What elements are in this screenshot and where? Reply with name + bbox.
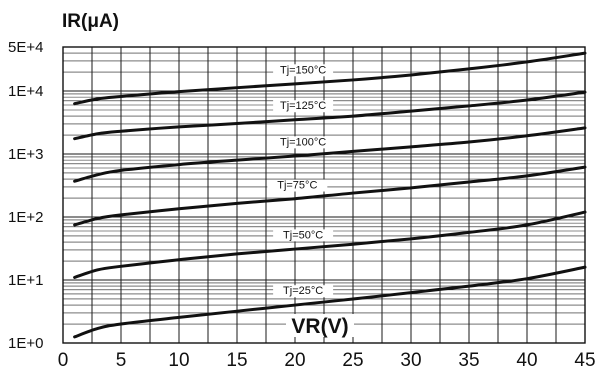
x-tick-label: 40 (516, 350, 537, 371)
x-axis-label-background (286, 314, 354, 337)
x-tick-label: 5 (116, 350, 127, 371)
series-label-2: Tj=100°C (280, 136, 326, 148)
y-tick-label: 1E+1 (8, 272, 43, 289)
x-tick-label: 30 (400, 350, 421, 371)
series-label-1: Tj=125°C (280, 100, 326, 112)
series-label-5: Tj=25°C (283, 285, 323, 297)
series-label-3: Tj=75°C (277, 180, 317, 192)
y-tick-label: 5E+4 (8, 39, 43, 56)
series-line-0 (73, 51, 587, 106)
x-tick-label: 25 (342, 350, 363, 371)
series-label-background (267, 179, 328, 192)
grid (63, 46, 585, 344)
y-axis-ticks: 1E+0 1E+1 1E+2 1E+3 1E+4 5E+4 (8, 39, 43, 352)
curve-labels: Tj=150°C Tj=125°C Tj=100°C Tj=75°C Tj=50°C Tj… (267, 64, 334, 298)
y-tick-label: 1E+0 (8, 335, 43, 352)
y-axis-label: IR(μA) (62, 11, 119, 32)
plot-frame (62, 46, 586, 344)
series-label-0: Tj=150°C (280, 64, 326, 76)
series-line-4 (73, 210, 587, 279)
series-label-background (273, 136, 334, 149)
series-label-background (273, 64, 334, 77)
x-axis-ticks: 0 5 10 15 20 25 30 35 40 45 (58, 350, 596, 371)
x-tick-label: 15 (226, 350, 247, 371)
series-line-1 (73, 90, 587, 141)
series-label-4: Tj=50°C (283, 229, 323, 241)
x-tick-label: 35 (458, 350, 479, 371)
series-line-5 (73, 265, 587, 339)
x-axis-label: VR(V) (291, 315, 348, 338)
y-tick-label: 1E+3 (8, 146, 43, 163)
x-tick-label: 10 (168, 350, 189, 371)
curves (73, 51, 587, 339)
series-label-background (273, 229, 334, 242)
series-line-2 (73, 126, 587, 183)
x-tick-label: 45 (574, 350, 595, 371)
y-tick-label: 1E+2 (8, 209, 43, 226)
x-tick-label: 0 (58, 350, 69, 371)
series-label-background (273, 285, 334, 298)
x-tick-label: 20 (284, 350, 305, 371)
series-line-3 (73, 165, 587, 227)
series-label-background (273, 100, 334, 113)
y-tick-label: 1E+4 (8, 83, 43, 100)
